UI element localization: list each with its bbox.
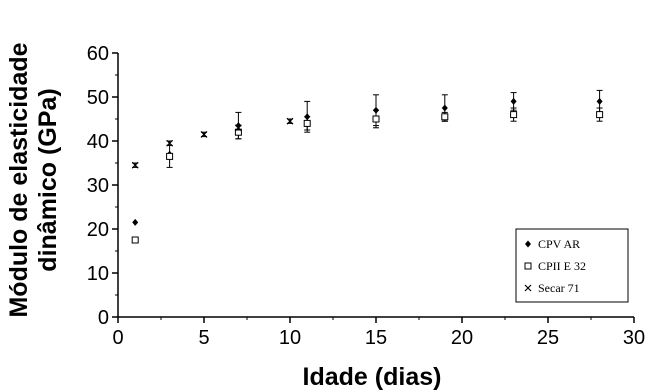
legend-item: CPII E 32 xyxy=(524,259,586,273)
y-tick-label: 50 xyxy=(87,87,109,109)
data-point xyxy=(200,130,208,138)
data-point xyxy=(596,111,604,119)
y-tick-label: 20 xyxy=(87,219,109,241)
data-point xyxy=(596,97,603,105)
x-tick-label: 20 xyxy=(451,327,473,349)
data-point xyxy=(166,139,174,147)
legend: CPV AR CPII E 32 Secar 71 xyxy=(515,228,629,303)
x-axis-title: Idade (dias) xyxy=(303,363,442,391)
data-point xyxy=(166,152,174,160)
x-tick-label: 15 xyxy=(365,327,387,349)
axis-ticks: 0 10 20 30 40 50 60 0 5 10 15 20 25 30 xyxy=(87,43,645,349)
data-point xyxy=(510,111,518,119)
data-point xyxy=(441,104,448,112)
data-point xyxy=(510,97,517,105)
data-point xyxy=(303,119,311,127)
data-point xyxy=(131,236,139,244)
legend-label: CPV AR xyxy=(538,237,580,251)
y-tick-label: 60 xyxy=(87,43,109,65)
legend-item: CPV AR xyxy=(525,237,580,251)
data-point xyxy=(441,113,449,121)
data-point xyxy=(372,115,380,123)
legend-label: Secar 71 xyxy=(538,281,580,295)
legend-box xyxy=(515,228,629,303)
y-axis-title-line-2: dinâmico (GPa) xyxy=(34,88,62,271)
x-tick-label: 10 xyxy=(279,327,301,349)
y-axis-title: Módulo de elasticidade dinâmico (GPa) xyxy=(5,42,62,317)
y-axis-title-line-1: Módulo de elasticidade xyxy=(5,42,33,317)
data-point xyxy=(131,161,139,169)
x-tick-label: 30 xyxy=(623,327,645,349)
x-tick-label: 0 xyxy=(112,327,123,349)
legend-marker xyxy=(524,262,532,270)
legend-marker xyxy=(524,284,532,292)
legend-items: CPV AR CPII E 32 Secar 71 xyxy=(524,237,586,295)
legend-label: CPII E 32 xyxy=(538,259,586,273)
y-tick-label: 30 xyxy=(87,175,109,197)
series-secar-71 xyxy=(131,117,294,169)
y-tick-label: 10 xyxy=(87,263,109,285)
y-tick-label: 40 xyxy=(87,131,109,153)
legend-marker xyxy=(525,240,531,248)
y-tick-label: 0 xyxy=(98,307,109,329)
legend-item: Secar 71 xyxy=(524,281,580,295)
x-tick-label: 25 xyxy=(537,327,559,349)
x-tick-label: 5 xyxy=(198,327,209,349)
data-marks xyxy=(131,89,604,244)
series-cpv-ar xyxy=(132,89,603,226)
series-cpii-e-32 xyxy=(131,107,604,244)
data-point xyxy=(132,218,139,226)
data-point xyxy=(234,124,242,132)
data-point xyxy=(286,117,294,125)
